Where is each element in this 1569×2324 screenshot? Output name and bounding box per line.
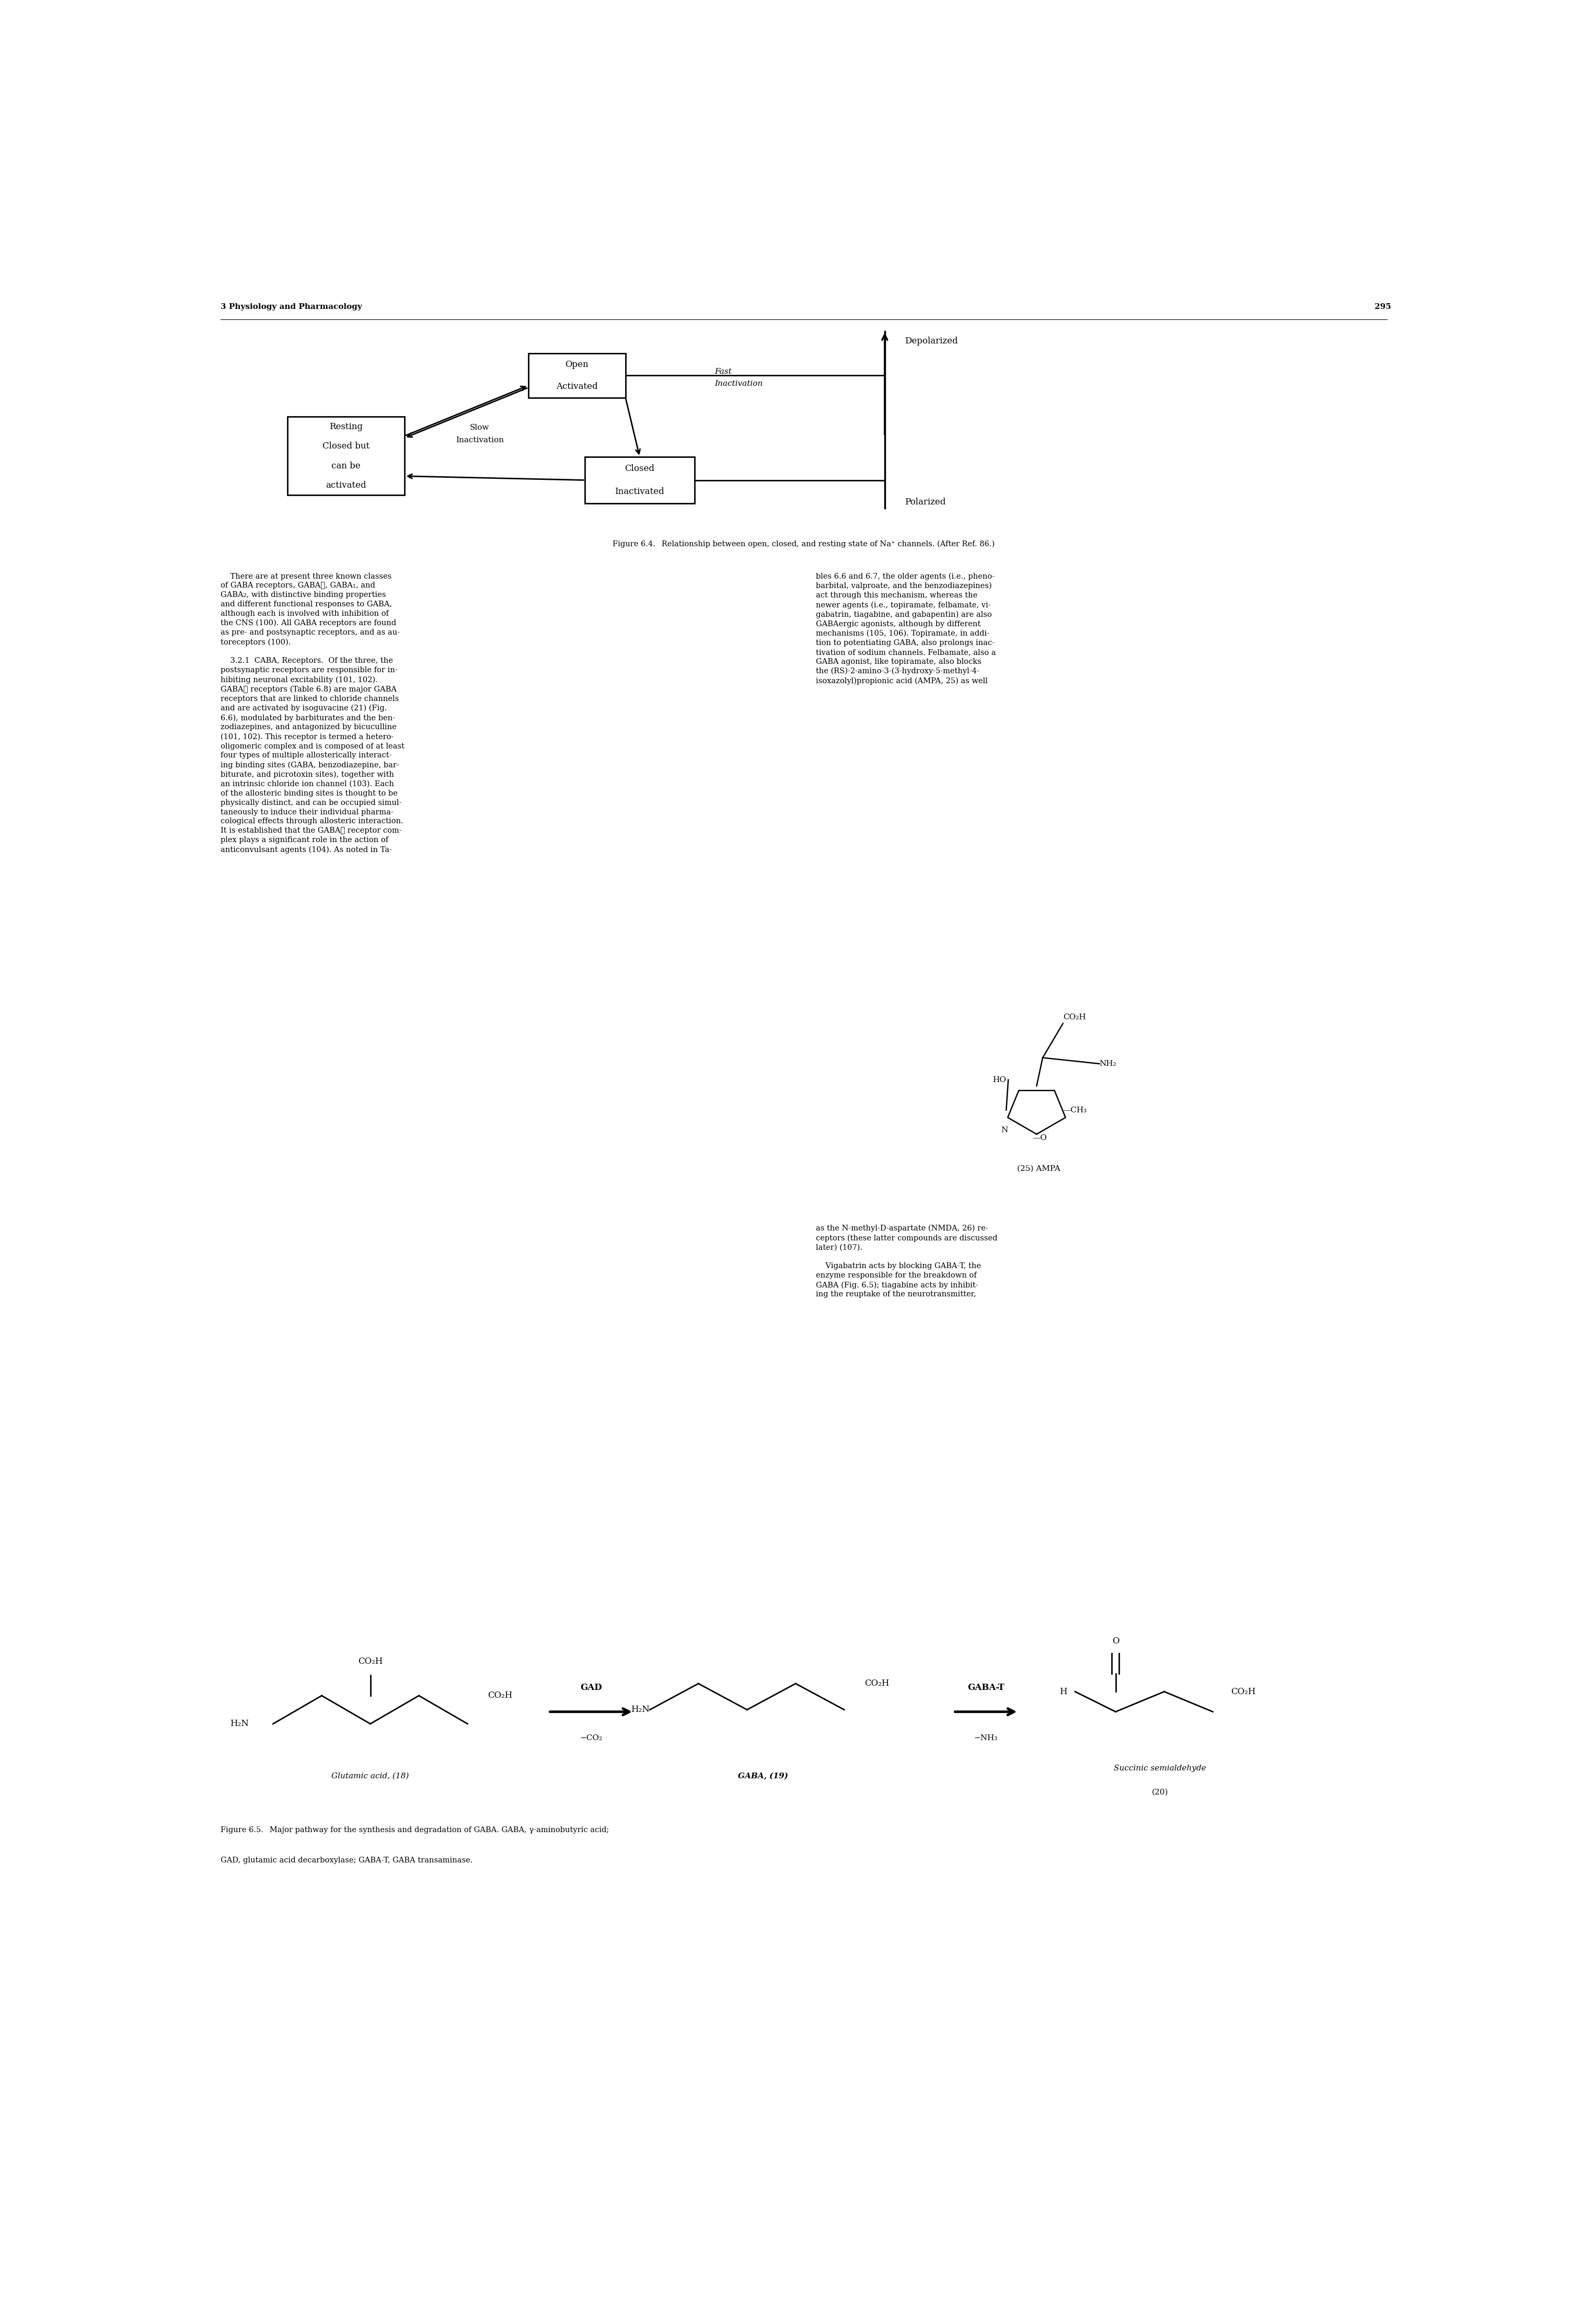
Text: —CH₃: —CH₃	[1062, 1106, 1087, 1113]
Text: bles 6.6 and 6.7, the older agents (i.e., pheno-
barbital, valproate, and the be: bles 6.6 and 6.7, the older agents (i.e.…	[816, 572, 996, 686]
Text: NH₂: NH₂	[1100, 1060, 1117, 1067]
Text: −NH₃: −NH₃	[974, 1734, 998, 1741]
Text: Succinic semialdehyde: Succinic semialdehyde	[1114, 1764, 1207, 1771]
Text: Inactivated: Inactivated	[615, 488, 664, 495]
Text: Activated: Activated	[555, 381, 598, 390]
Text: Inactivation: Inactivation	[455, 437, 504, 444]
Text: CO₂H: CO₂H	[488, 1692, 513, 1701]
Text: GAD, glutamic acid decarboxylase; GABA-T, GABA transaminase.: GAD, glutamic acid decarboxylase; GABA-T…	[220, 1857, 472, 1864]
Text: Fast: Fast	[714, 367, 731, 374]
Text: Figure 6.4.  Relationship between open, closed, and resting state of Na⁺ channel: Figure 6.4. Relationship between open, c…	[612, 541, 995, 548]
Text: Polarized: Polarized	[905, 497, 946, 507]
Text: There are at present three known classes
of GABA receptors, GABA⁁, GABA₁, and
GA: There are at present three known classes…	[220, 572, 405, 853]
Text: GABA-T: GABA-T	[968, 1683, 1004, 1692]
Text: HO: HO	[993, 1076, 1006, 1083]
Text: CO₂H: CO₂H	[358, 1657, 383, 1666]
Text: GAD: GAD	[581, 1683, 602, 1692]
Text: CO₂H: CO₂H	[1232, 1687, 1255, 1697]
Text: 295: 295	[1374, 302, 1392, 311]
Text: Open: Open	[565, 360, 588, 370]
Text: as the N-methyl-D-aspartate (NMDA, 26) re-
ceptors (these latter compounds are d: as the N-methyl-D-aspartate (NMDA, 26) r…	[816, 1225, 998, 1299]
Text: H: H	[1059, 1687, 1067, 1697]
Text: —O: —O	[1032, 1134, 1047, 1141]
Text: GABA, (19): GABA, (19)	[737, 1773, 788, 1780]
Text: CO₂H: CO₂H	[865, 1680, 890, 1687]
Text: Closed but: Closed but	[323, 442, 370, 451]
Text: O: O	[1112, 1636, 1119, 1645]
Text: Depolarized: Depolarized	[905, 337, 959, 346]
Bar	[585, 458, 695, 504]
Text: Glutamic acid, (18): Glutamic acid, (18)	[331, 1773, 410, 1780]
Text: (20): (20)	[1152, 1789, 1169, 1796]
Text: can be: can be	[331, 462, 361, 469]
Text: H₂N: H₂N	[631, 1706, 650, 1715]
Text: −CO₂: −CO₂	[581, 1734, 602, 1741]
Text: activated: activated	[326, 481, 366, 490]
Text: CO₂H: CO₂H	[1062, 1013, 1086, 1020]
Text: Slow: Slow	[469, 425, 490, 432]
Text: Closed: Closed	[624, 465, 654, 474]
Bar	[529, 353, 626, 397]
Text: Inactivation: Inactivation	[714, 379, 763, 388]
Text: 3 Physiology and Pharmacology: 3 Physiology and Pharmacology	[220, 302, 362, 311]
Text: Resting: Resting	[329, 423, 362, 430]
Text: H₂N: H₂N	[231, 1720, 249, 1729]
Text: N: N	[1001, 1127, 1007, 1134]
Bar	[287, 416, 405, 495]
Text: (25) AMPA: (25) AMPA	[1017, 1164, 1061, 1171]
Text: Figure 6.5.  Major pathway for the synthesis and degradation of GABA. GABA, γ-am: Figure 6.5. Major pathway for the synthe…	[220, 1827, 609, 1834]
